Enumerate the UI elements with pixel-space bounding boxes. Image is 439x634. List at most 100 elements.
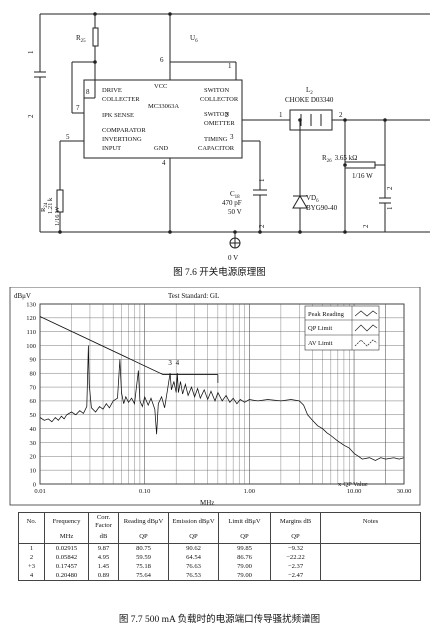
table-header-cell: Reading dBμV [118,512,169,531]
ic-ipk: IPK SENSE [102,112,134,119]
label-r25: R25 [76,34,86,44]
y-tick-label: 130 [26,301,36,308]
chart-xlabel: MHz [200,499,214,507]
y-tick-label: 30 [30,440,37,447]
label-ground: 0 V [228,254,238,262]
label-c18: C18 [230,190,240,200]
table-unit-cell [18,531,45,544]
table-row: 2 0.05842 4.95 59.59 64.54 86.76 −22.22 [18,553,421,562]
y-tick-label: 80 [30,371,37,378]
peak-marker-label: 4 [176,359,180,367]
x-tick-label: 1.00 [244,488,255,495]
y-tick-label: 20 [30,454,37,461]
chart-annotation: x-QP Value [338,481,368,488]
y-tick-label: 40 [30,426,37,433]
table-header-row: No. Frequency Corr. Factor Reading dBμV … [18,512,421,531]
legend-qp: QP Limit [308,325,332,332]
y-tick-label: 0 [33,481,36,488]
table-unit-cell: dB [88,531,119,544]
legend-av: AV Limit [308,340,333,347]
chart-title: Test Standard: GL [168,292,219,300]
label-r24-pow: 1/16 W [54,206,61,226]
qp-limit-line [39,316,218,376]
table-row: 4 0.20480 0.89 75.64 76.53 79.00 −2.47 [18,571,421,581]
label-vd-part: BYG90-40 [306,204,338,212]
ic-input: INPUT [102,145,121,152]
label-bottom-cap-1: 1 [258,178,266,182]
ic-collecter: COLLECTER [102,96,140,103]
label-u6: U6 [190,34,198,44]
y-tick-label: 90 [30,357,37,364]
label-pin3: 3 [230,133,234,141]
x-tick-label: 0.01 [34,488,45,495]
label-right-cap-1: 1 [386,206,394,210]
label-right-cap-2: 2 [386,186,394,190]
ic-capacitor: CAPACITOR [198,145,235,152]
ic-gnd: GND [154,145,168,152]
table-unit-cell: QP [218,531,271,544]
table-header-cell: Notes [320,512,421,531]
figure-caption-7-6: 图 7.6 开关电源原理图 [173,268,266,278]
label-pin8: 8 [86,88,90,96]
legend-peak-swatch [354,310,378,317]
legend-peak: Peak Reading [308,311,345,318]
table-unit-cell: QP [118,531,169,544]
label-pin4: 4 [162,159,166,167]
label-vd6: VD6 [306,194,319,204]
label-pin2: 2 [225,111,229,119]
table-header-cell: No. [18,512,45,531]
y-tick-label: 110 [26,329,36,336]
legend-av-swatch [354,339,378,347]
label-pin7: 7 [76,104,80,112]
label-pin6: 6 [160,56,164,64]
legend-qp-swatch [354,324,378,332]
label-bottom-right-2: 2 [362,224,370,228]
figure-caption-7-7: 图 7.7 500 mA 负载时的电源端口传导骚扰频谱图 [118,615,321,625]
label-pin5: 5 [66,133,70,141]
y-tick-label: 100 [26,343,36,350]
ic-vcc: VCC [154,83,167,90]
label-left-cap-1: 1 [27,50,35,54]
ic-swith1: SWITON [204,87,229,94]
label-r26: R26 3.65 kΩ [322,154,357,164]
table-header-cell: Limit dBμV [218,512,271,531]
measurement-table: No. Frequency Corr. Factor Reading dBμV … [18,512,421,581]
table-row: +3 0.17457 1.45 75.18 76.63 79.00 −2.37 [18,562,421,571]
label-choke: CHOKE D03340 [285,96,334,104]
table-header-cell: Frequency [44,512,89,531]
ic-part: MC33063A [148,103,179,110]
label-left-cap-2: 2 [27,114,35,118]
label-r24-val: 1.21 k [47,197,54,214]
table-unit-row: MHz dB QP QP QP QP [18,531,421,544]
ic-drive: DRIVE [102,87,122,94]
label-c18-val: 470 pF [222,199,242,207]
ic-swith2: SWITON [204,111,229,118]
label-r26-pow: 1/16 W [352,172,373,180]
y-tick-label: 60 [30,398,37,405]
x-tick-label: 0.10 [139,488,150,495]
y-tick-label: 50 [30,412,37,419]
table-unit-cell: QP [270,531,321,544]
y-tick-label: 10 [30,467,37,474]
y-tick-label: 70 [30,384,37,391]
ic-invertiong: INVERTIONG [102,136,142,143]
table-header-cell: Margins dB [270,512,321,531]
label-l-pin2: 2 [339,111,343,119]
x-tick-label: 10.00 [347,488,362,495]
table-header-cell: Corr. Factor [88,512,119,531]
label-r24: R24 [40,202,49,212]
label-pin1: 1 [228,62,232,70]
x-tick-label: 30.00 [397,488,412,495]
table-unit-cell [320,531,421,544]
peak-marker-label: 3 [168,359,172,367]
table-unit-cell: QP [168,531,219,544]
table-row: 1 0.02915 9.87 80.75 90.62 99.85 −9.32 [18,543,421,553]
table-header-cell: Emission dBμV [168,512,219,531]
ic-collector: COLLECTOR [200,96,239,103]
peak-reading-line [39,345,405,461]
label-bottom-cap-2: 2 [258,224,266,228]
label-c18-volt: 50 V [228,208,242,216]
circuit-diagram: R25 U6 6 1 8 7 2 5 3 4 VCC MC33063A DRIV… [27,12,430,262]
spectrum-chart: dBμV Test Standard: GL MHz 1301201101009… [9,287,421,507]
ic-emitter: OMETTER [204,120,235,127]
